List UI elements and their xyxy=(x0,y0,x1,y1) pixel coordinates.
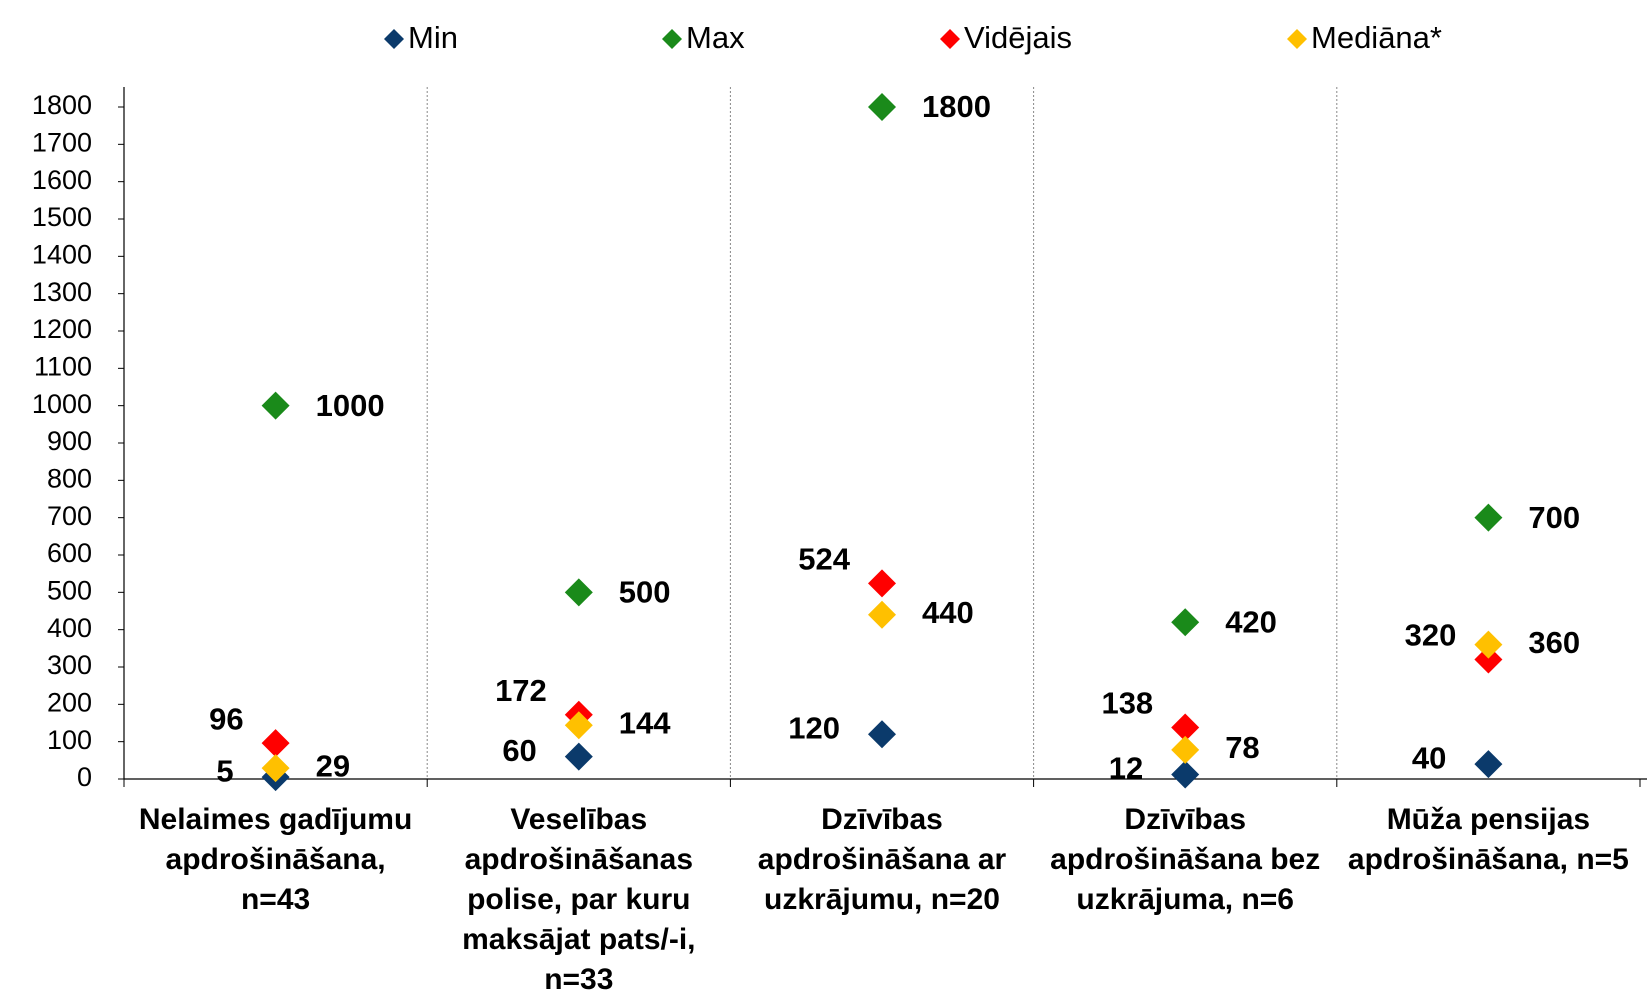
y-tick-label: 700 xyxy=(47,501,92,531)
data-point xyxy=(1171,608,1200,637)
data-label: 29 xyxy=(316,748,350,783)
data-label: 440 xyxy=(922,595,974,630)
data-point xyxy=(1171,735,1200,764)
y-tick-label: 0 xyxy=(77,762,92,792)
data-point xyxy=(868,720,896,749)
data-label: 96 xyxy=(209,701,243,736)
data-point xyxy=(1474,630,1503,659)
data-label: 360 xyxy=(1528,625,1580,660)
y-tick-label: 1800 xyxy=(32,90,92,120)
data-label: 172 xyxy=(495,673,547,708)
data-label: 1800 xyxy=(922,89,991,124)
data-point xyxy=(1171,760,1200,789)
y-tick-label: 400 xyxy=(47,613,92,643)
legend-label: Min xyxy=(408,20,458,55)
y-tick-label: 1100 xyxy=(34,351,92,381)
y-tick-label: 200 xyxy=(47,687,92,717)
y-tick-label: 1700 xyxy=(32,127,92,157)
data-label: 5 xyxy=(216,753,233,788)
y-tick-label: 100 xyxy=(47,725,92,755)
data-point xyxy=(261,729,290,758)
y-tick-label: 900 xyxy=(47,426,92,456)
y-tick-label: 1500 xyxy=(32,202,92,232)
data-point xyxy=(868,600,896,629)
data-label: 60 xyxy=(502,733,536,768)
legend-label: Max xyxy=(686,20,745,55)
data-point xyxy=(868,569,896,598)
data-point xyxy=(564,711,593,740)
x-tick-label: Dzīvības apdrošināšana bez uzkrājuma, n=… xyxy=(1050,803,1321,916)
data-label: 700 xyxy=(1528,500,1580,535)
data-label: 500 xyxy=(619,575,671,610)
legend-marker xyxy=(940,29,960,49)
y-tick-label: 1000 xyxy=(32,389,92,419)
legend-marker xyxy=(662,29,682,49)
data-label: 144 xyxy=(619,705,671,740)
data-label: 138 xyxy=(1101,686,1153,721)
data-point xyxy=(1474,645,1503,674)
data-label: 320 xyxy=(1405,618,1457,653)
y-tick-label: 1400 xyxy=(32,239,92,269)
y-tick-label: 1300 xyxy=(32,277,92,307)
data-label: 78 xyxy=(1225,730,1259,765)
y-tick-label: 300 xyxy=(47,650,92,680)
x-tick-label: Dzīvības apdrošināšana ar uzkrājumu, n=2… xyxy=(757,803,1007,916)
data-point xyxy=(564,742,593,771)
y-tick-label: 500 xyxy=(47,575,92,605)
y-tick-label: 1600 xyxy=(32,165,92,195)
data-point xyxy=(564,578,593,607)
legend-marker xyxy=(384,29,404,49)
x-tick-label: Mūža pensijas apdrošināšana, n=5 xyxy=(1347,803,1629,876)
data-label: 40 xyxy=(1412,740,1446,775)
legend-label: Mediāna* xyxy=(1311,20,1442,55)
y-tick-label: 600 xyxy=(47,538,92,568)
data-point xyxy=(1474,750,1503,779)
legend-marker xyxy=(1287,29,1307,49)
data-label: 1000 xyxy=(316,388,385,423)
data-point xyxy=(868,93,896,121)
data-label: 420 xyxy=(1225,604,1277,639)
data-point xyxy=(261,754,290,783)
legend-label: Vidējais xyxy=(964,20,1072,55)
y-tick-label: 800 xyxy=(47,463,92,493)
x-tick-label: Nelaimes gadījumu apdrošināšana, n=43 xyxy=(138,803,413,916)
y-tick-label: 1200 xyxy=(32,314,92,344)
data-point xyxy=(1171,713,1200,742)
data-point xyxy=(261,391,290,420)
x-tick-label: Veselības apdrošināšanas polise, par kur… xyxy=(462,803,696,996)
data-point xyxy=(1474,503,1503,532)
data-label: 524 xyxy=(798,542,850,577)
data-label: 12 xyxy=(1109,751,1143,786)
data-label: 120 xyxy=(788,710,840,745)
